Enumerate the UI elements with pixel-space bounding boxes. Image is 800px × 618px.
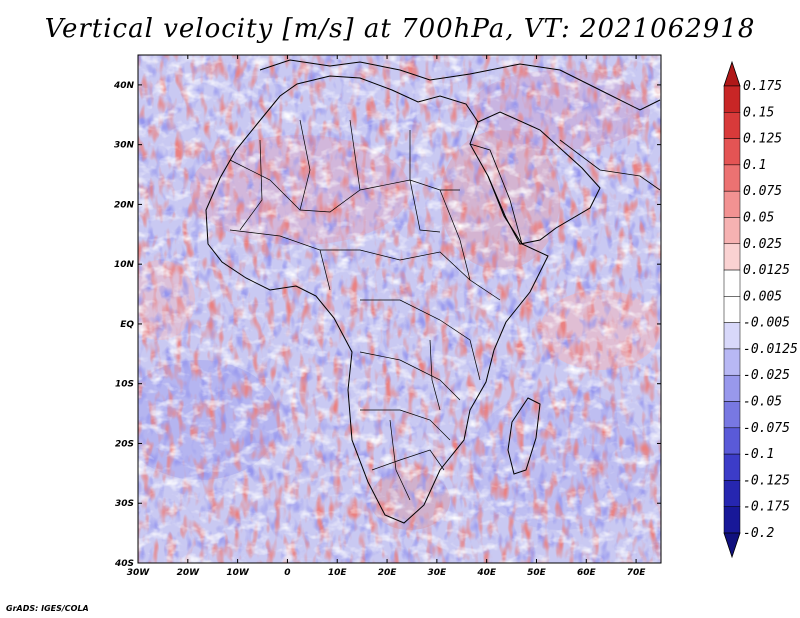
arabia-coastline [477, 111, 601, 245]
colorbar-swatch [723, 138, 741, 166]
lon-tick-label: 30E [428, 568, 448, 578]
colorbar-swatch [723, 243, 741, 271]
colorbar-level-label: -0.2 [743, 526, 774, 541]
lat-tick-label: 20S [115, 439, 134, 449]
colorbar-swatch [723, 506, 741, 534]
lon-tick-label: 10W [226, 568, 250, 578]
colorbar-swatch [723, 401, 741, 429]
lat-tick-label: EQ [120, 320, 134, 330]
colorbar-swatch [723, 217, 741, 245]
colorbar-swatch [723, 453, 741, 481]
colorbar-level-label: 0.075 [743, 184, 782, 199]
colorbar-swatch [723, 112, 741, 139]
colorbar-top-arrow [723, 60, 741, 87]
colorbar-level-label: -0.025 [743, 368, 790, 383]
colorbar-level-label: 0.005 [743, 289, 782, 304]
colorbar-level-label: -0.05 [743, 395, 782, 410]
colorbar-level-label: -0.075 [743, 421, 790, 436]
colorbar-swatch [723, 85, 741, 113]
europe-coastline [259, 59, 661, 111]
lon-tick-label: 50E [527, 568, 547, 578]
lon-tick-label: 20W [177, 568, 201, 578]
lon-tick-label: 60E [577, 568, 597, 578]
madagascar-coastline [507, 397, 541, 475]
colorbar-swatch [723, 190, 741, 218]
colorbar-swatch [723, 427, 741, 455]
colorbar-level-label: 0.15 [743, 105, 774, 120]
colorbar-level-label: 0.05 [743, 210, 774, 225]
colorbar-level-label: -0.0125 [743, 342, 798, 357]
lon-tick-label: 0 [284, 568, 290, 578]
colorbar-level-label: 0.1 [743, 158, 766, 173]
colorbar: 0.175 0.15 0.125 0.1 0.075 0.05 0.025 0.0125 0.0… [723, 60, 798, 559]
colorbar-level-label: 0.175 [743, 79, 782, 94]
lon-tick-label: 30W [127, 568, 151, 578]
persian-gulf-coast [559, 139, 661, 191]
lat-tick-label: 30N [114, 141, 135, 151]
colorbar-swatch [723, 164, 741, 192]
lat-tick-label: 30S [115, 499, 134, 509]
africa-coastline [205, 75, 549, 524]
colorbar-level-label: -0.005 [743, 316, 790, 331]
colorbar-swatch [723, 480, 741, 507]
colorbar-level-label: 0.025 [743, 237, 782, 252]
colorbar-swatch [723, 348, 741, 376]
lon-tick-label: 70E [627, 568, 647, 578]
map-title: Vertical velocity [m/s] at 700hPa, VT: 2… [44, 14, 756, 44]
lon-tick-label: 20E [378, 568, 398, 578]
plot-frame [137, 54, 662, 564]
lat-tick-label: 40S [114, 559, 134, 569]
colorbar-level-label: 0.0125 [743, 263, 790, 278]
lon-tick-label: 40E [476, 568, 497, 578]
colorbar-swatch [723, 322, 741, 350]
colorbar-level-label: 0.125 [743, 132, 782, 147]
colorbar-bottom-arrow [723, 532, 741, 559]
colorbar-level-label: -0.125 [743, 473, 790, 488]
lon-tick-label: 10E [328, 568, 348, 578]
colorbar-level-label: -0.175 [743, 500, 790, 515]
country-borders [229, 119, 501, 501]
lat-tick-label: 10S [115, 380, 134, 390]
colorbar-swatch [723, 296, 741, 323]
red-sea-coast [469, 143, 523, 245]
colorbar-swatch [723, 374, 741, 402]
colorbar-level-label: -0.1 [743, 447, 774, 462]
colorbar-swatch [723, 269, 741, 297]
lat-tick-label: 10N [114, 260, 135, 270]
lat-tick-label: 40N [113, 81, 135, 91]
grads-credit: GrADS: IGES/COLA [6, 604, 89, 613]
velocity-field [138, 55, 661, 563]
lat-tick-label: 20N [114, 200, 135, 210]
